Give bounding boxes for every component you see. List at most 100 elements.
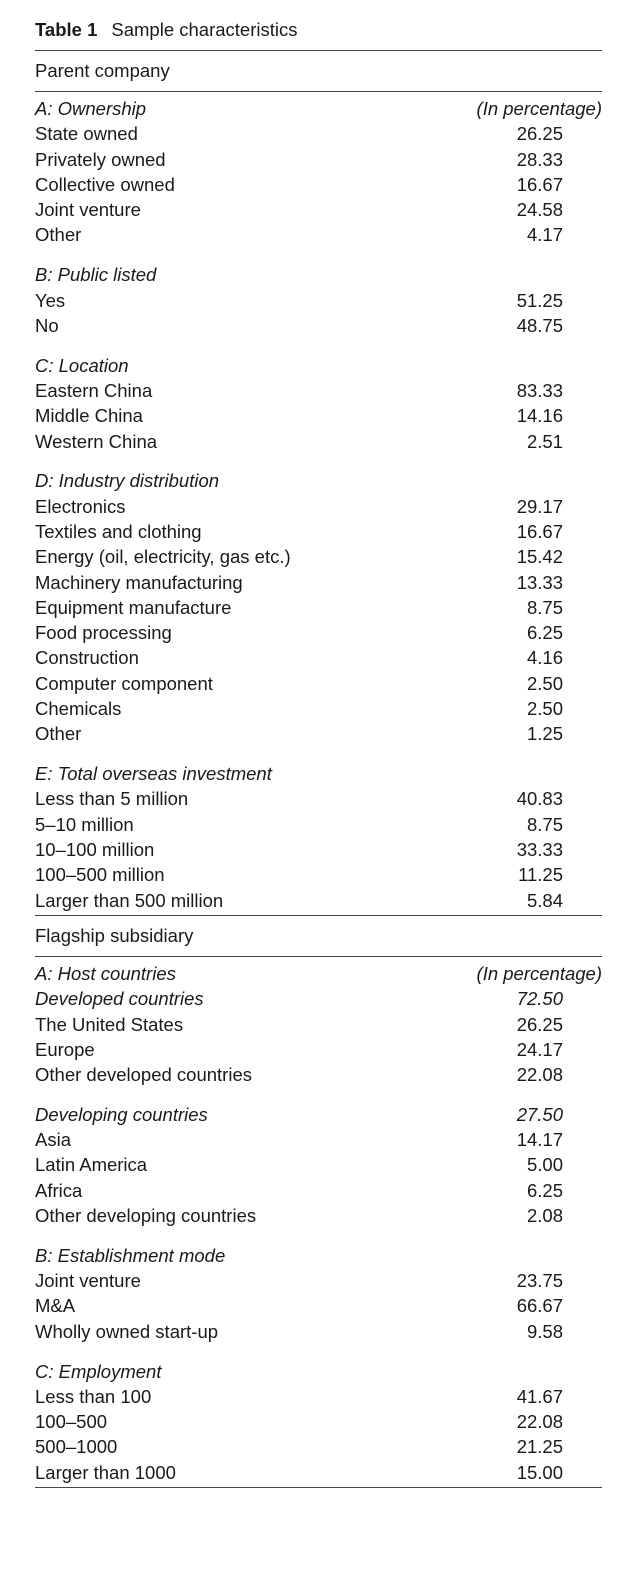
row-value: 24.17 [516,1038,563,1060]
table-row: 500–1000 21.25 [35,1434,602,1459]
row-label: State owned [35,123,138,145]
row-label: No [35,314,59,336]
row-label: Construction [35,647,139,669]
table-row: Less than 100 41.67 [35,1384,602,1409]
row-label: Other [35,723,82,745]
row-label: 100–500 [35,1411,108,1433]
row-value: 72.50 [516,988,563,1010]
row-label: 10–100 million [35,839,155,861]
row-value: 24.58 [516,199,563,221]
row-group: B: Public listed Yes 51.25 No 48.75 [35,262,602,338]
group-header-row: C: Location [35,353,602,378]
row-value: 2.51 [526,430,563,452]
table-row: Asia 14.17 [35,1127,602,1152]
row-label: Joint venture [35,1270,141,1292]
table-row: Larger than 500 million 5.84 [35,888,602,913]
row-label: Less than 100 [35,1385,152,1407]
table-row: Food processing 6.25 [35,620,602,645]
row-group: D: Industry distribution Electronics 29.17… [35,468,602,746]
unit-label: (In percentage) [476,98,602,119]
row-label: Equipment manufacture [35,596,232,618]
row-value: 8.75 [526,813,563,835]
row-value: 23.75 [516,1270,563,1292]
table-row: Other developing countries 2.08 [35,1203,602,1228]
group-header-row: C: Employment [35,1359,602,1384]
row-label: 500–1000 [35,1436,118,1458]
row-label: Machinery manufacturing [35,571,243,593]
table-row: Eastern China 83.33 [35,378,602,403]
row-label: The United States [35,1013,184,1035]
row-value: 21.25 [516,1436,563,1458]
row-value: 13.33 [516,571,563,593]
row-value: 16.67 [516,173,563,195]
table-label: Table 1 [35,19,98,40]
row-value: 29.17 [516,495,563,517]
group-title: C: Location [35,354,129,376]
table-row: Privately owned 28.33 [35,147,602,172]
row-label: Western China [35,430,158,452]
table-row: The United States 26.25 [35,1012,602,1037]
row-label: Other developed countries [35,1064,252,1086]
row-value: 2.50 [526,672,563,694]
row-value: 16.67 [516,520,563,542]
table-row: Equipment manufacture 8.75 [35,595,602,620]
row-value: 2.08 [526,1205,563,1227]
row-label: Other [35,224,82,246]
row-value: 4.17 [526,224,563,246]
table-row: Western China 2.51 [35,429,602,454]
table-row: 100–500 million 11.25 [35,862,602,887]
row-value: 22.08 [516,1064,563,1086]
row-value: 6.25 [526,1179,563,1201]
row-value: 27.50 [516,1103,563,1125]
row-label: Privately owned [35,148,166,170]
table-row: No 48.75 [35,313,602,338]
table-row: Other 1.25 [35,721,602,746]
row-label: Computer component [35,672,213,694]
row-value: 4.16 [526,647,563,669]
table-title: Sample characteristics [111,19,298,40]
row-group: Developing countries 27.50 Asia 14.17 Latin … [35,1102,602,1228]
row-label: Less than 5 million [35,788,189,810]
row-value: 15.00 [516,1461,563,1483]
row-label: Developing countries [35,1103,208,1125]
group-header-row: E: Total overseas investment [35,761,602,786]
row-value: 48.75 [516,314,563,336]
table-row: Energy (oil, electricity, gas etc.) 15.42 [35,544,602,569]
row-value: 40.83 [516,788,563,810]
table-row: Joint venture 24.58 [35,197,602,222]
row-label: Electronics [35,495,126,517]
table-row: 5–10 million 8.75 [35,812,602,837]
group-title: B: Public listed [35,264,157,286]
row-label: Other developing countries [35,1205,257,1227]
sample-characteristics-table: Table 1 Sample characteristics Parent com… [35,0,602,1489]
table-row: Other developed countries 22.08 [35,1062,602,1087]
table-row: 10–100 million 33.33 [35,837,602,862]
row-value: 14.17 [516,1129,563,1151]
row-value: 11.25 [518,864,563,886]
row-value: 6.25 [526,622,563,644]
row-value: 41.67 [516,1385,563,1407]
row-value: 5.84 [526,889,563,911]
row-label: Africa [35,1179,83,1201]
row-label: Europe [35,1038,95,1060]
table-row: Machinery manufacturing 13.33 [35,570,602,595]
table-row: M&A 66.67 [35,1293,602,1318]
row-group: A: Host countries (In percentage) Develope… [35,961,602,1087]
table-row: Africa 6.25 [35,1178,602,1203]
row-group: E: Total overseas investment Less than 5 … [35,761,602,913]
table-row: Developed countries 72.50 [35,986,602,1011]
table-row: Joint venture 23.75 [35,1268,602,1293]
table-row: Less than 5 million 40.83 [35,786,602,811]
row-group: A: Ownership (In percentage) State owned 26… [35,96,602,248]
row-label: Yes [35,289,66,311]
row-label: 100–500 million [35,864,165,886]
row-value: 83.33 [516,379,563,401]
row-label: Eastern China [35,379,153,401]
row-label: Textiles and clothing [35,520,202,542]
group-header-row: B: Establishment mode [35,1243,602,1268]
table-row: Textiles and clothing 16.67 [35,519,602,544]
row-label: Latin America [35,1154,148,1176]
table-row: Developing countries 27.50 [35,1102,602,1127]
row-value: 51.25 [516,289,563,311]
row-label: Energy (oil, electricity, gas etc.) [35,546,291,568]
